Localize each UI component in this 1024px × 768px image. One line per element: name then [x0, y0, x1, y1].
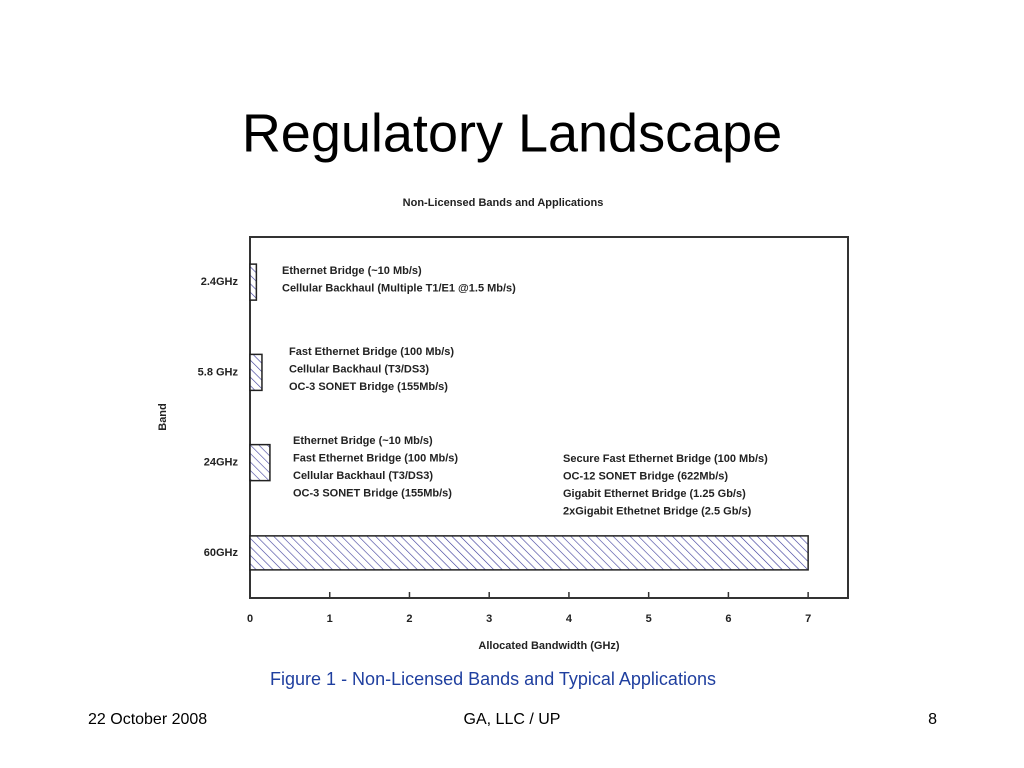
bar: [249, 443, 271, 482]
x-tick-label: 4: [566, 613, 573, 625]
footer-page: 8: [928, 711, 937, 728]
x-tick-label: 3: [486, 613, 492, 625]
x-tick-label: 2: [406, 613, 412, 625]
footer-org: GA, LLC / UP: [464, 711, 561, 728]
footer-date: 22 October 2008: [88, 711, 207, 728]
annotation: OC-12 SONET Bridge (622Mb/s): [563, 470, 728, 482]
annotation: 2xGigabit Ethetnet Bridge (2.5 Gb/s): [563, 505, 752, 517]
annotation: Fast Ethernet Bridge (100 Mb/s): [289, 346, 454, 358]
annotation: Ethernet Bridge (~10 Mb/s): [293, 435, 433, 447]
x-tick-label: 6: [725, 613, 731, 625]
y-tick-label: 2.4GHz: [201, 276, 239, 288]
annotation: OC-3 SONET Bridge (155Mb/s): [293, 487, 452, 499]
figure-caption: Figure 1 - Non-Licensed Bands and Typica…: [270, 669, 716, 689]
x-tick-label: 1: [327, 613, 333, 625]
x-tick-label: 0: [247, 613, 253, 625]
annotation: Cellular Backhaul (Multiple T1/E1 @1.5 M…: [282, 282, 516, 294]
y-tick-label: 24GHz: [204, 457, 239, 469]
x-tick-label: 5: [646, 613, 652, 625]
y-tick-label: 5.8 GHz: [198, 366, 239, 378]
y-axis-label: Band: [157, 403, 169, 431]
annotation: Secure Fast Ethernet Bridge (100 Mb/s): [563, 453, 768, 465]
annotation: Fast Ethernet Bridge (100 Mb/s): [293, 452, 458, 464]
slide-title: Regulatory Landscape: [242, 103, 782, 163]
annotation: Ethernet Bridge (~10 Mb/s): [282, 265, 422, 277]
annotation: Gigabit Ethernet Bridge (1.25 Gb/s): [563, 488, 746, 500]
bar: [249, 263, 258, 301]
annotation: Cellular Backhaul (T3/DS3): [293, 470, 433, 482]
annotation: OC-3 SONET Bridge (155Mb/s): [289, 381, 448, 393]
bar: [249, 535, 809, 571]
y-tick-label: 60GHz: [204, 547, 239, 559]
x-tick-label: 7: [805, 613, 811, 625]
bar: [249, 353, 263, 392]
x-axis-label: Allocated Bandwidth (GHz): [478, 640, 620, 652]
plot-frame: [249, 236, 849, 599]
annotation: Cellular Backhaul (T3/DS3): [289, 363, 429, 375]
chart-title: Non-Licensed Bands and Applications: [403, 197, 604, 209]
